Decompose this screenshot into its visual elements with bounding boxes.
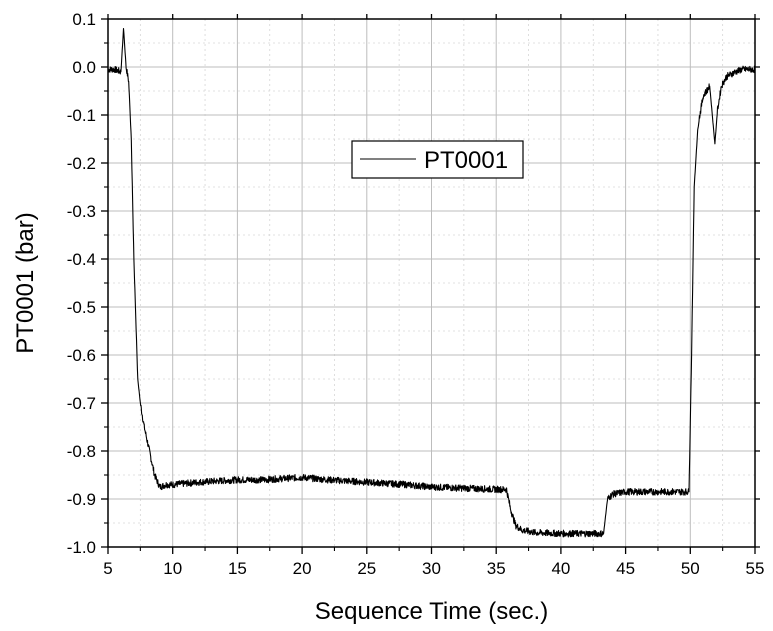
x-tick-label: 45 [616,559,635,578]
x-tick-label: 10 [163,559,182,578]
y-tick-label: -0.9 [67,490,96,509]
y-axis-title: PT0001 (bar) [12,212,39,353]
legend-label-pt0001: PT0001 [424,147,508,174]
y-tick-label: -0.6 [67,346,96,365]
series-line-pt0001 [107,28,756,538]
y-tick-label: -0.2 [67,154,96,173]
x-tick-label: 40 [551,559,570,578]
x-tick-label: 55 [746,559,765,578]
y-tick-label: -1.0 [67,538,96,557]
x-tick-label: 15 [228,559,247,578]
x-tick-label: 5 [103,559,112,578]
legend: PT0001 [351,140,524,179]
grid [107,18,756,548]
y-tick-label: -0.1 [67,106,96,125]
x-tick-label: 25 [357,559,376,578]
x-tick-label: 50 [681,559,700,578]
series-layer [107,28,756,538]
y-tick-label: -0.3 [67,202,96,221]
x-tick-label: 20 [293,559,312,578]
y-tick-label: 0.1 [72,10,96,29]
axis-ticks: 5 10 15 20 25 30 35 40 45 50 55 0.1 0.0 -0.1 -0.2 -0.3 -… [67,10,765,578]
x-tick-label: 35 [487,559,506,578]
y-tick-label: 0.0 [72,58,96,77]
x-axis-title: Sequence Time (sec.) [315,598,548,625]
y-tick-label: -0.4 [67,250,96,269]
y-tick-label: -0.8 [67,442,96,461]
y-tick-label: -0.5 [67,298,96,317]
x-tick-label: 30 [422,559,441,578]
y-tick-label: -0.7 [67,394,96,413]
